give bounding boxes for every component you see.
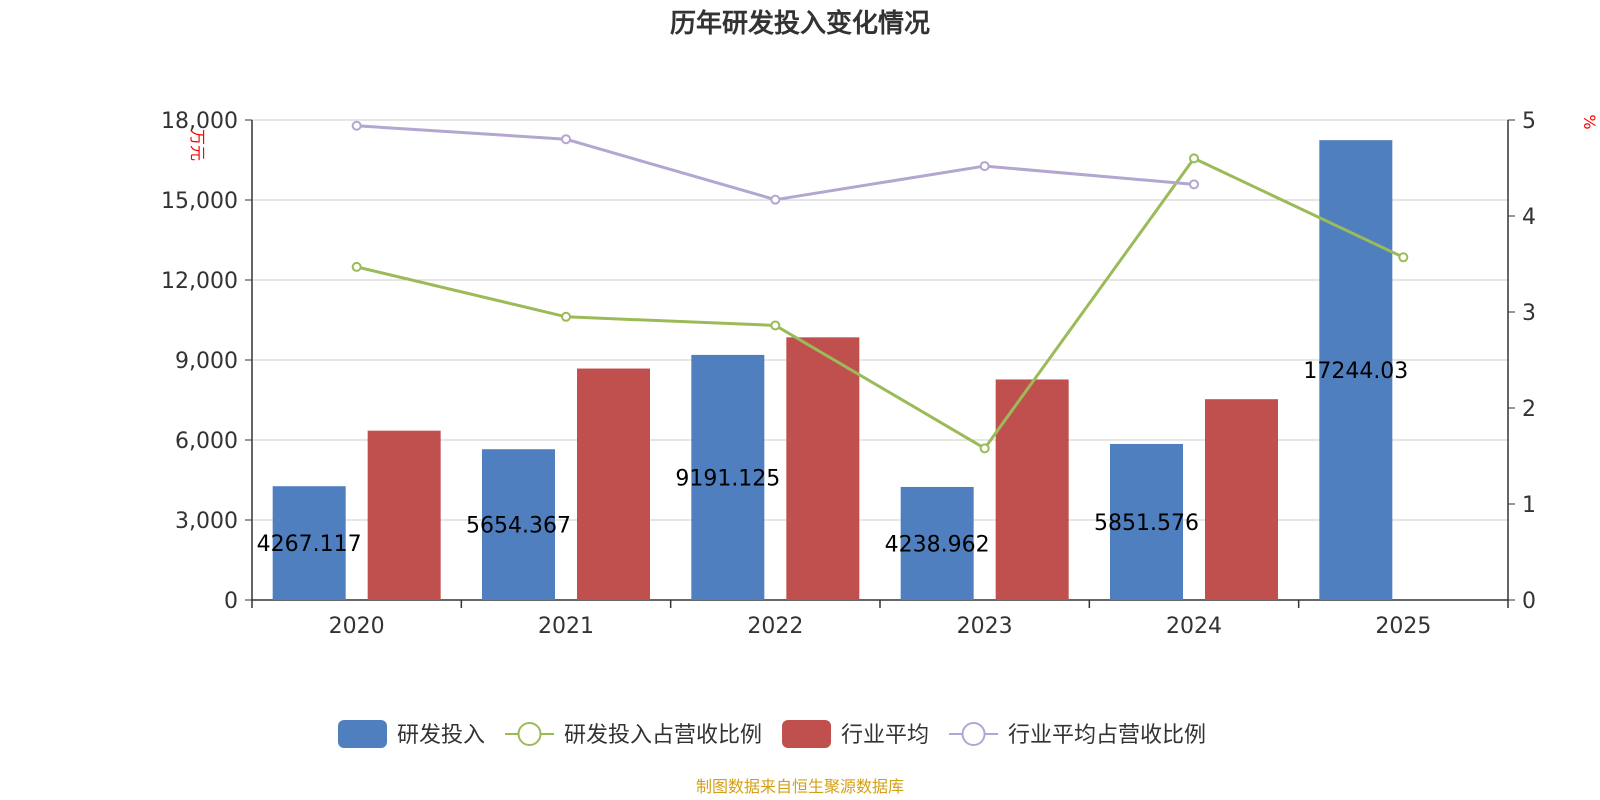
line-point <box>1398 252 1409 263</box>
legend-swatch <box>338 720 387 748</box>
line-point <box>351 120 362 131</box>
line-point <box>561 134 571 145</box>
right-axis-tick-label: 3 <box>1522 301 1536 326</box>
legend-label: 行业平均占营收比例 <box>1008 723 1206 748</box>
series-line <box>356 124 1195 202</box>
x-axis-tick-label: 2025 <box>1375 614 1431 639</box>
left-axis-tick-label: 9,000 <box>175 349 238 374</box>
series-line <box>356 156 1404 450</box>
bar-data-label: 4238.962 <box>885 532 990 557</box>
line-point <box>561 311 571 322</box>
lines <box>351 120 1409 454</box>
right-axis-tick-label: 5 <box>1522 109 1536 134</box>
left-axis-tick-label: 12,000 <box>161 269 238 294</box>
x-axis-tick-label: 2023 <box>957 614 1013 639</box>
legend-label: 研发投入 <box>397 723 485 748</box>
line-point <box>979 443 990 454</box>
legend-label: 研发投入占营收比例 <box>564 723 762 748</box>
chart-title: 历年研发投入变化情况 <box>670 8 930 39</box>
data-labels: 4267.117 5654.367 9191.125 4238.962 5851.576… <box>257 359 1409 557</box>
legend-swatch-marker <box>961 722 986 746</box>
right-axis-tick-label: 2 <box>1522 397 1536 422</box>
left-axis-unit: 万元 <box>188 129 207 161</box>
left-axis-tick-label: 0 <box>224 589 238 614</box>
bar <box>786 337 860 600</box>
right-axis-unit: % <box>1580 114 1599 129</box>
bar-data-label: 5654.367 <box>466 514 571 539</box>
legend[interactable]: 研发投入 研发投入占营收比例 行业平均 行业平均占营收比例 <box>338 720 1206 748</box>
bar-data-label: 17244.03 <box>1303 359 1408 384</box>
legend-item[interactable]: 行业平均占营收比例 <box>949 722 1206 748</box>
legend-item[interactable]: 研发投入 <box>338 720 485 748</box>
bar-data-label: 5851.576 <box>1094 511 1199 536</box>
bar <box>691 354 765 600</box>
line-point <box>351 261 362 272</box>
bar <box>482 449 555 600</box>
bar <box>1319 140 1393 601</box>
left-axis-tick-label: 6,000 <box>175 429 238 454</box>
bar <box>995 379 1069 600</box>
line-point <box>770 194 781 205</box>
left-axis-tick-label: 3,000 <box>175 509 238 534</box>
line-point <box>979 161 990 172</box>
line-point <box>1189 179 1199 190</box>
legend-label: 行业平均 <box>841 723 929 748</box>
legend-item[interactable]: 研发投入占营收比例 <box>505 722 762 748</box>
bar <box>272 486 346 600</box>
legend-swatch-marker <box>517 722 542 746</box>
legend-item[interactable]: 行业平均 <box>782 720 929 748</box>
axes: 0 3,000 6,000 9,000 12,000 15,000 18,000 0 1 2 3 4 5… <box>161 109 1536 639</box>
left-axis-tick-label: 18,000 <box>161 109 238 134</box>
bar <box>367 430 441 600</box>
right-axis-tick-label: 4 <box>1522 205 1536 230</box>
x-axis-tick-label: 2024 <box>1166 614 1222 639</box>
bar-data-label: 9191.125 <box>675 466 780 491</box>
line-point <box>770 320 781 331</box>
source-note: 制图数据来自恒生聚源数据库 <box>696 777 904 796</box>
legend-swatch <box>782 720 832 748</box>
gridlines <box>252 119 1508 521</box>
x-axis-tick-label: 2021 <box>538 614 594 639</box>
right-axis-tick-label: 1 <box>1522 493 1536 518</box>
x-axis-tick-label: 2022 <box>747 614 803 639</box>
x-axis-tick-label: 2020 <box>329 614 385 639</box>
bar <box>577 368 650 600</box>
bar-data-label: 4267.117 <box>257 532 362 557</box>
bar <box>1205 399 1278 600</box>
right-axis-tick-label: 0 <box>1522 589 1536 614</box>
left-axis-tick-label: 15,000 <box>161 189 238 214</box>
line-point <box>1189 153 1199 164</box>
bars <box>272 140 1393 601</box>
bar <box>900 486 974 600</box>
bar <box>1110 443 1183 600</box>
